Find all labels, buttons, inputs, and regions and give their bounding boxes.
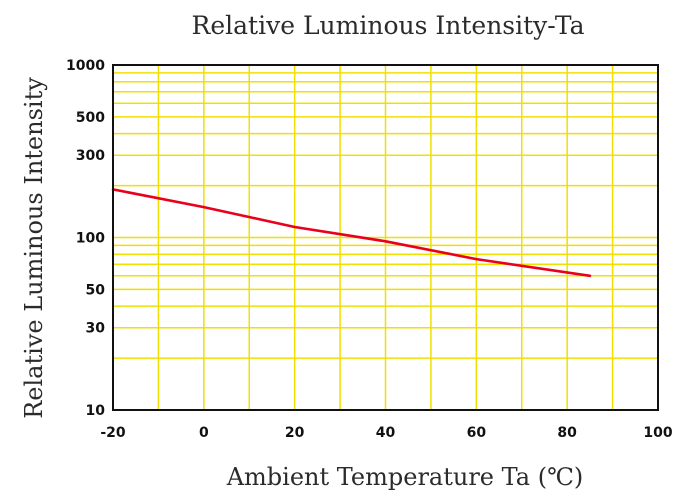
x-axis-label: Ambient Temperature Ta (℃) bbox=[226, 463, 584, 491]
x-tick-label: 100 bbox=[643, 425, 672, 441]
y-axis-ticks: 10 30 50 100 300 500 1000 bbox=[66, 58, 105, 419]
y-tick-label: 1000 bbox=[66, 58, 105, 74]
x-tick-label: 80 bbox=[557, 425, 577, 441]
y-tick-label: 10 bbox=[86, 403, 106, 419]
y-tick-label: 500 bbox=[76, 110, 105, 126]
grid bbox=[113, 65, 658, 410]
y-tick-label: 300 bbox=[76, 148, 105, 164]
x-tick-label: -20 bbox=[100, 425, 126, 441]
x-tick-label: 0 bbox=[199, 425, 209, 441]
y-tick-label: 100 bbox=[76, 231, 105, 247]
x-tick-label: 20 bbox=[285, 425, 305, 441]
chart-title: Relative Luminous Intensity-Ta bbox=[192, 11, 585, 40]
series-line-0 bbox=[111, 188, 592, 278]
x-tick-label: 60 bbox=[467, 425, 487, 441]
y-tick-label: 50 bbox=[86, 282, 106, 298]
y-axis-label: Relative Luminous Intensity bbox=[20, 77, 48, 419]
plot-frame bbox=[112, 64, 659, 411]
x-axis-ticks: -20 0 20 40 60 80 100 bbox=[100, 425, 673, 441]
y-tick-label: 30 bbox=[86, 321, 106, 337]
series-layer bbox=[111, 188, 592, 278]
x-tick-label: 40 bbox=[376, 425, 396, 441]
